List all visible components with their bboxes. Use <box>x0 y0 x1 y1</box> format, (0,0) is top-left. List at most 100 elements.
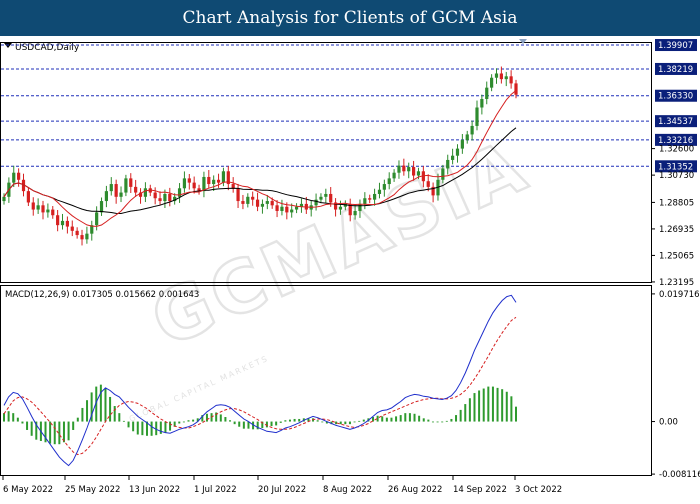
macd-tick-label: 0.00 <box>659 418 678 428</box>
watermark-text: GCMASIA <box>139 123 540 363</box>
macd-histogram-bar <box>109 396 112 422</box>
price-tick-label: 1.23195 <box>659 278 694 288</box>
macd-histogram-bar <box>201 415 204 422</box>
candle-body <box>358 203 362 211</box>
macd-histogram-bar <box>372 417 375 422</box>
ma-fast-line <box>3 90 517 227</box>
candle-body <box>114 184 118 197</box>
candle-body <box>480 98 484 108</box>
candle-body <box>499 73 503 80</box>
candle-body <box>158 198 162 202</box>
macd-pane-frame <box>0 285 652 476</box>
shift-marker-icon[interactable] <box>519 39 527 44</box>
header-title: Chart Analysis for Clients of GCM Asia <box>182 8 518 28</box>
candle-body <box>99 201 104 213</box>
macd-signal-line <box>3 316 517 456</box>
macd-histogram-bar <box>132 421 135 432</box>
candle-body <box>338 206 343 210</box>
macd-histogram-bar <box>404 413 407 422</box>
candle-body <box>75 230 79 236</box>
time-tick-label: 1 Jul 2022 <box>194 485 237 495</box>
chart-header: Chart Analysis for Clients of GCM Asia <box>0 0 700 36</box>
support-resistance-levels: 1.39907 1.38219 1.36330 1.34537 1.33216 1.313… <box>1 39 697 172</box>
watermark: GCMASIA GLOBAL CAPITAL MARKETS <box>128 122 542 424</box>
candle-body <box>265 201 269 204</box>
candle-body <box>372 193 377 200</box>
candle-body <box>363 198 367 204</box>
candle-body <box>41 205 45 213</box>
time-tick-label: 14 Sep 2022 <box>453 485 507 495</box>
level-label: 1.39907 <box>658 41 693 51</box>
macd-histogram-bar <box>173 421 176 427</box>
macd-histogram-bar <box>53 421 56 445</box>
candle-body <box>129 178 133 187</box>
ma-slow-line <box>3 127 517 215</box>
macd-histogram-bar <box>233 421 236 425</box>
macd-histogram-bar <box>3 413 5 422</box>
candle-body <box>465 134 469 141</box>
candle-body <box>104 191 108 202</box>
candle-body <box>294 206 299 210</box>
candle-body <box>207 176 211 185</box>
macd-histogram-bar <box>505 391 508 422</box>
candle-body <box>343 203 347 207</box>
level-label: 1.31352 <box>658 162 693 172</box>
macd-histogram-bar <box>510 396 513 422</box>
macd-histogram-bar <box>450 418 453 422</box>
candle-body <box>377 189 382 194</box>
macd-histogram-bar <box>145 421 148 436</box>
candle-body <box>455 148 460 156</box>
candle-body <box>494 73 499 78</box>
macd-histogram-bar <box>21 421 24 424</box>
candle-body <box>451 155 455 160</box>
candle-body <box>187 178 191 183</box>
macd-histogram-bar <box>455 415 458 422</box>
macd-histogram-bar <box>219 414 222 422</box>
candle-body <box>236 188 240 202</box>
macd-histogram-bar <box>464 404 467 422</box>
candle-body <box>319 196 323 200</box>
macd-histogram-bar <box>104 387 107 422</box>
candle-body <box>177 188 182 197</box>
candle-body <box>421 171 425 182</box>
level-tag <box>655 133 697 146</box>
macd-histogram-bar <box>164 421 167 433</box>
macd-histogram-bar <box>178 421 181 424</box>
macd-histogram-bar <box>376 415 379 422</box>
macd-histogram-bar <box>58 421 61 445</box>
macd-histogram-bar <box>399 415 402 422</box>
time-tick-label: 25 May 2022 <box>65 485 120 495</box>
candle-body <box>143 188 148 197</box>
candle-body <box>353 210 357 216</box>
candle-body <box>221 171 226 183</box>
candle-body <box>251 196 255 200</box>
candle-body <box>231 184 235 189</box>
candle-body <box>168 193 172 202</box>
macd-histogram-bar <box>252 421 255 430</box>
level-tag <box>655 160 697 173</box>
candle-body <box>70 226 74 231</box>
candle-body <box>299 203 304 207</box>
macd-histogram-bar <box>35 421 38 440</box>
macd-histogram-bar <box>473 393 476 422</box>
level-tag <box>655 39 697 52</box>
macd-histogram-bar <box>270 421 273 427</box>
macd-histogram-bar <box>422 418 425 422</box>
candle-body <box>124 178 128 193</box>
time-tick-label: 26 Aug 2022 <box>388 485 442 495</box>
level-label: 1.36330 <box>658 92 693 102</box>
macd-histogram-bar <box>86 400 89 422</box>
candle-body <box>290 209 294 213</box>
candle-body <box>60 220 65 226</box>
candle-body <box>431 186 435 196</box>
candle-body <box>241 201 245 204</box>
candle-body <box>202 176 206 192</box>
macd-histogram-bar <box>229 420 232 422</box>
macd-histogram-bar <box>26 421 29 430</box>
macd-histogram-bar <box>413 413 416 422</box>
candle-body <box>21 179 26 192</box>
macd-histogram-bar <box>215 412 218 422</box>
candle-body <box>46 209 50 213</box>
macd-histogram-bar <box>445 420 448 422</box>
macd-histogram-bar <box>468 398 471 422</box>
